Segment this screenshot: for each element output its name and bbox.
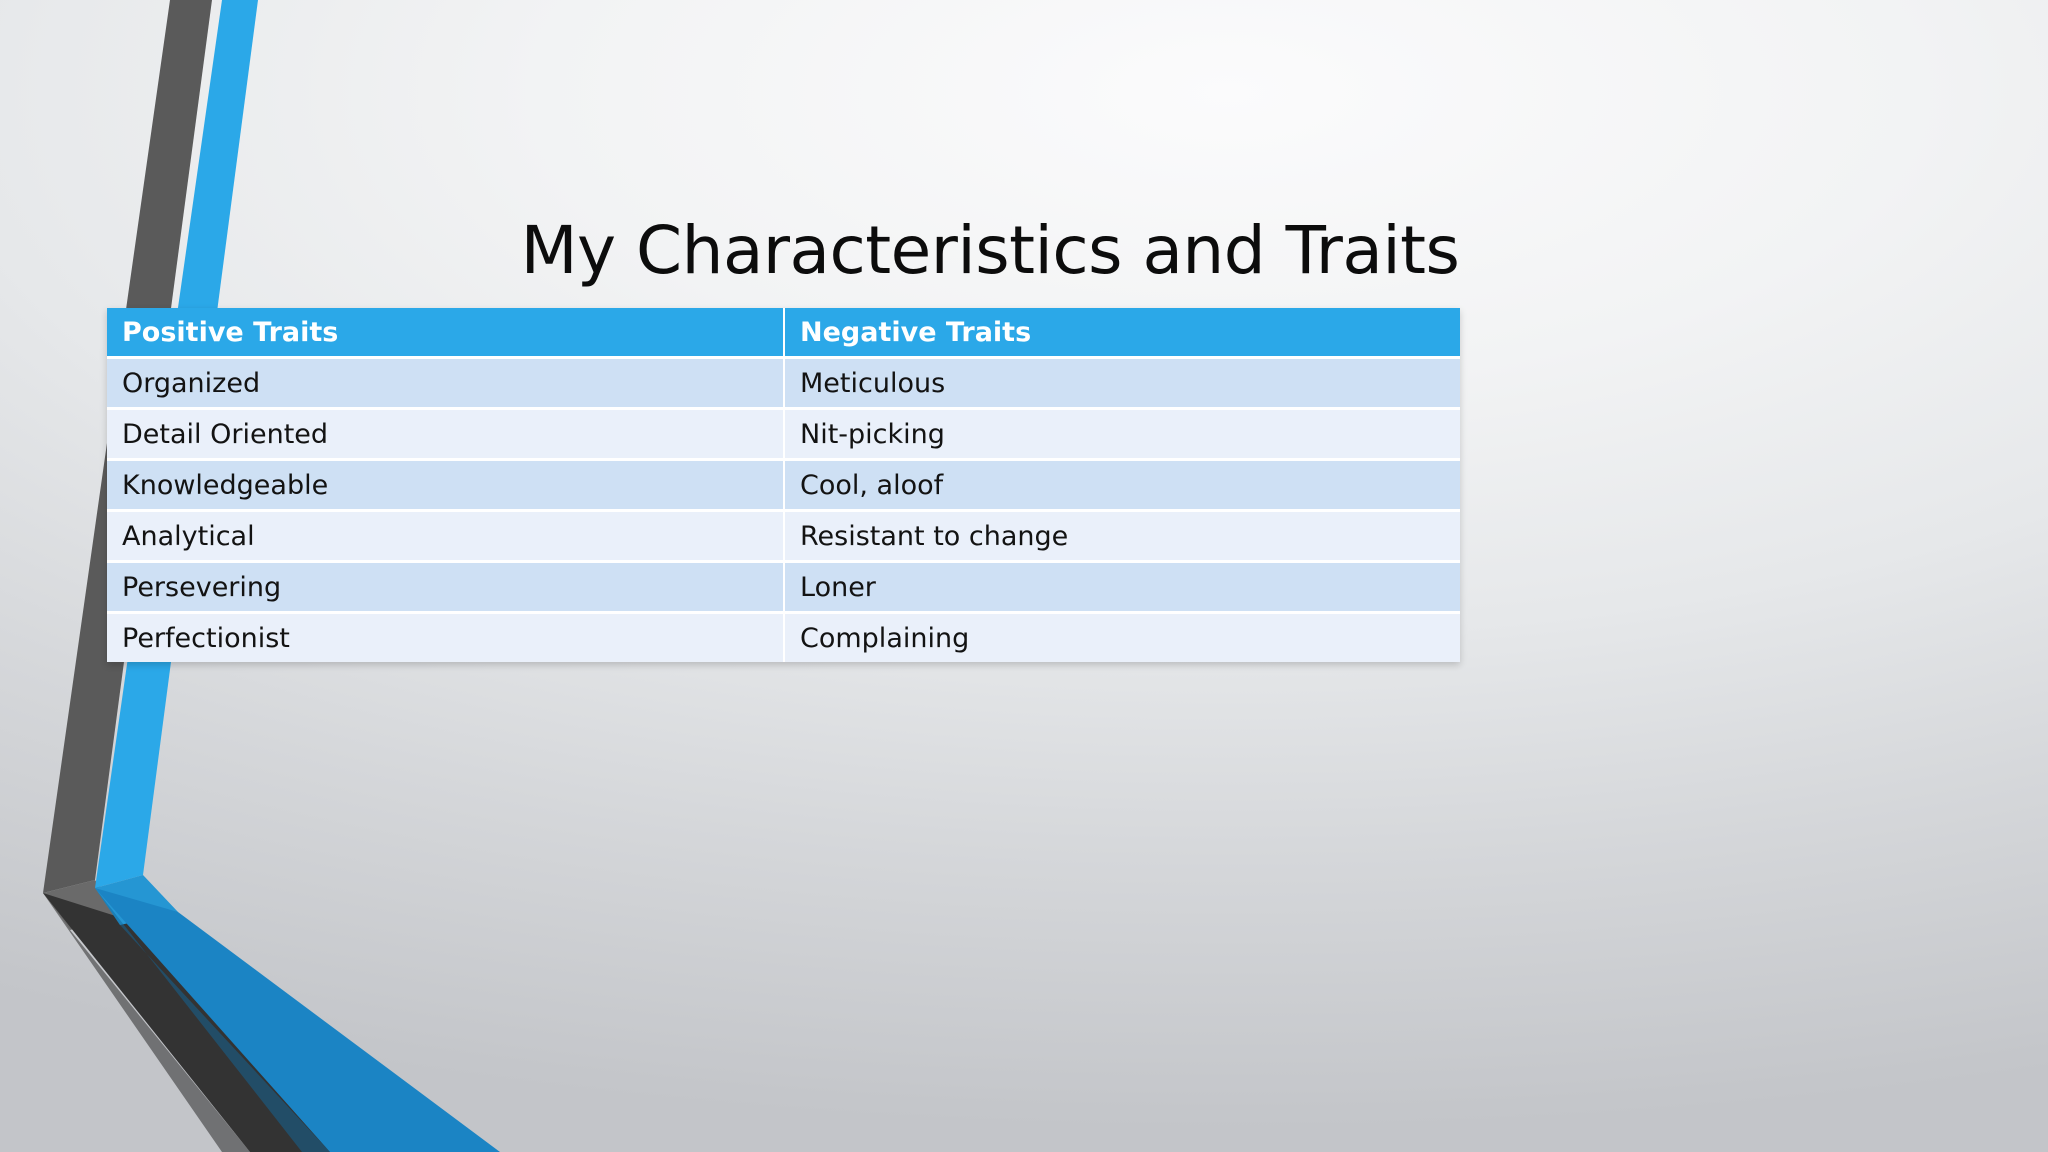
cell-positive-trait: Knowledgeable — [107, 458, 784, 511]
table-header-row: Positive Traits Negative Traits — [107, 308, 1460, 358]
cell-negative-trait: Loner — [783, 560, 1460, 613]
blue-band-shadow — [95, 888, 330, 1152]
cell-negative-trait: Cool, aloof — [783, 458, 1460, 511]
page-title: My Characteristics and Traits — [520, 212, 1460, 289]
blue-band-fold-facet — [95, 875, 178, 925]
table-row: Analytical Resistant to change — [107, 509, 1460, 562]
gray-band-shadow — [43, 893, 250, 1152]
table-row: Persevering Loner — [107, 560, 1460, 613]
blue-band-lower — [95, 888, 500, 1152]
cell-negative-trait: Complaining — [783, 611, 1460, 662]
table-row: Detail Oriented Nit-picking — [107, 407, 1460, 460]
cell-negative-trait: Nit-picking — [783, 407, 1460, 460]
cell-positive-trait: Perfectionist — [107, 611, 784, 662]
gray-band-lower — [43, 893, 420, 1152]
cell-positive-trait: Detail Oriented — [107, 407, 784, 460]
traits-table: Positive Traits Negative Traits Organize… — [107, 308, 1460, 662]
table-body: Organized Meticulous Detail Oriented Nit… — [107, 356, 1460, 662]
table-row: Organized Meticulous — [107, 356, 1460, 409]
column-header-positive-traits: Positive Traits — [107, 308, 784, 358]
table-row: Knowledgeable Cool, aloof — [107, 458, 1460, 511]
gray-band-fold-facet — [43, 880, 122, 930]
cell-positive-trait: Organized — [107, 356, 784, 409]
cell-positive-trait: Persevering — [107, 560, 784, 613]
cell-positive-trait: Analytical — [107, 509, 784, 562]
column-header-negative-traits: Negative Traits — [783, 308, 1460, 358]
cell-negative-trait: Meticulous — [783, 356, 1460, 409]
table-row: Perfectionist Complaining — [107, 611, 1460, 662]
cell-negative-trait: Resistant to change — [783, 509, 1460, 562]
table-header: Positive Traits Negative Traits — [107, 308, 1460, 358]
